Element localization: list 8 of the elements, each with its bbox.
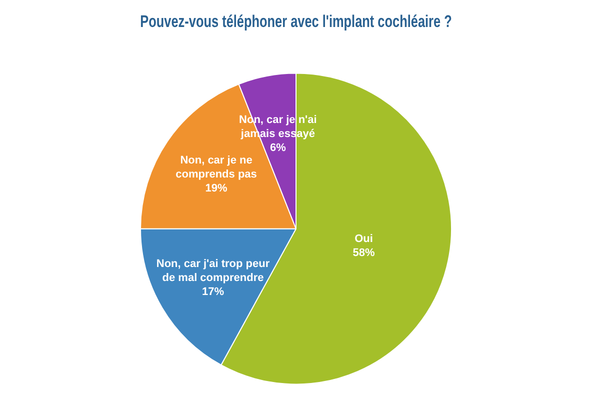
data-label: 6% (270, 142, 286, 154)
data-label: 58% (352, 247, 375, 260)
chart-title: Pouvez-vous téléphoner avec l'implant cochléaire ? (140, 12, 452, 32)
slice-label: Non, car j'ai trop peur de mal comprendre (156, 258, 270, 284)
data-label: 19% (205, 182, 228, 195)
slice-label: Oui (354, 233, 373, 246)
data-label: 17% (202, 286, 224, 298)
slice-label: Non, car je ne comprends pas (176, 154, 257, 181)
